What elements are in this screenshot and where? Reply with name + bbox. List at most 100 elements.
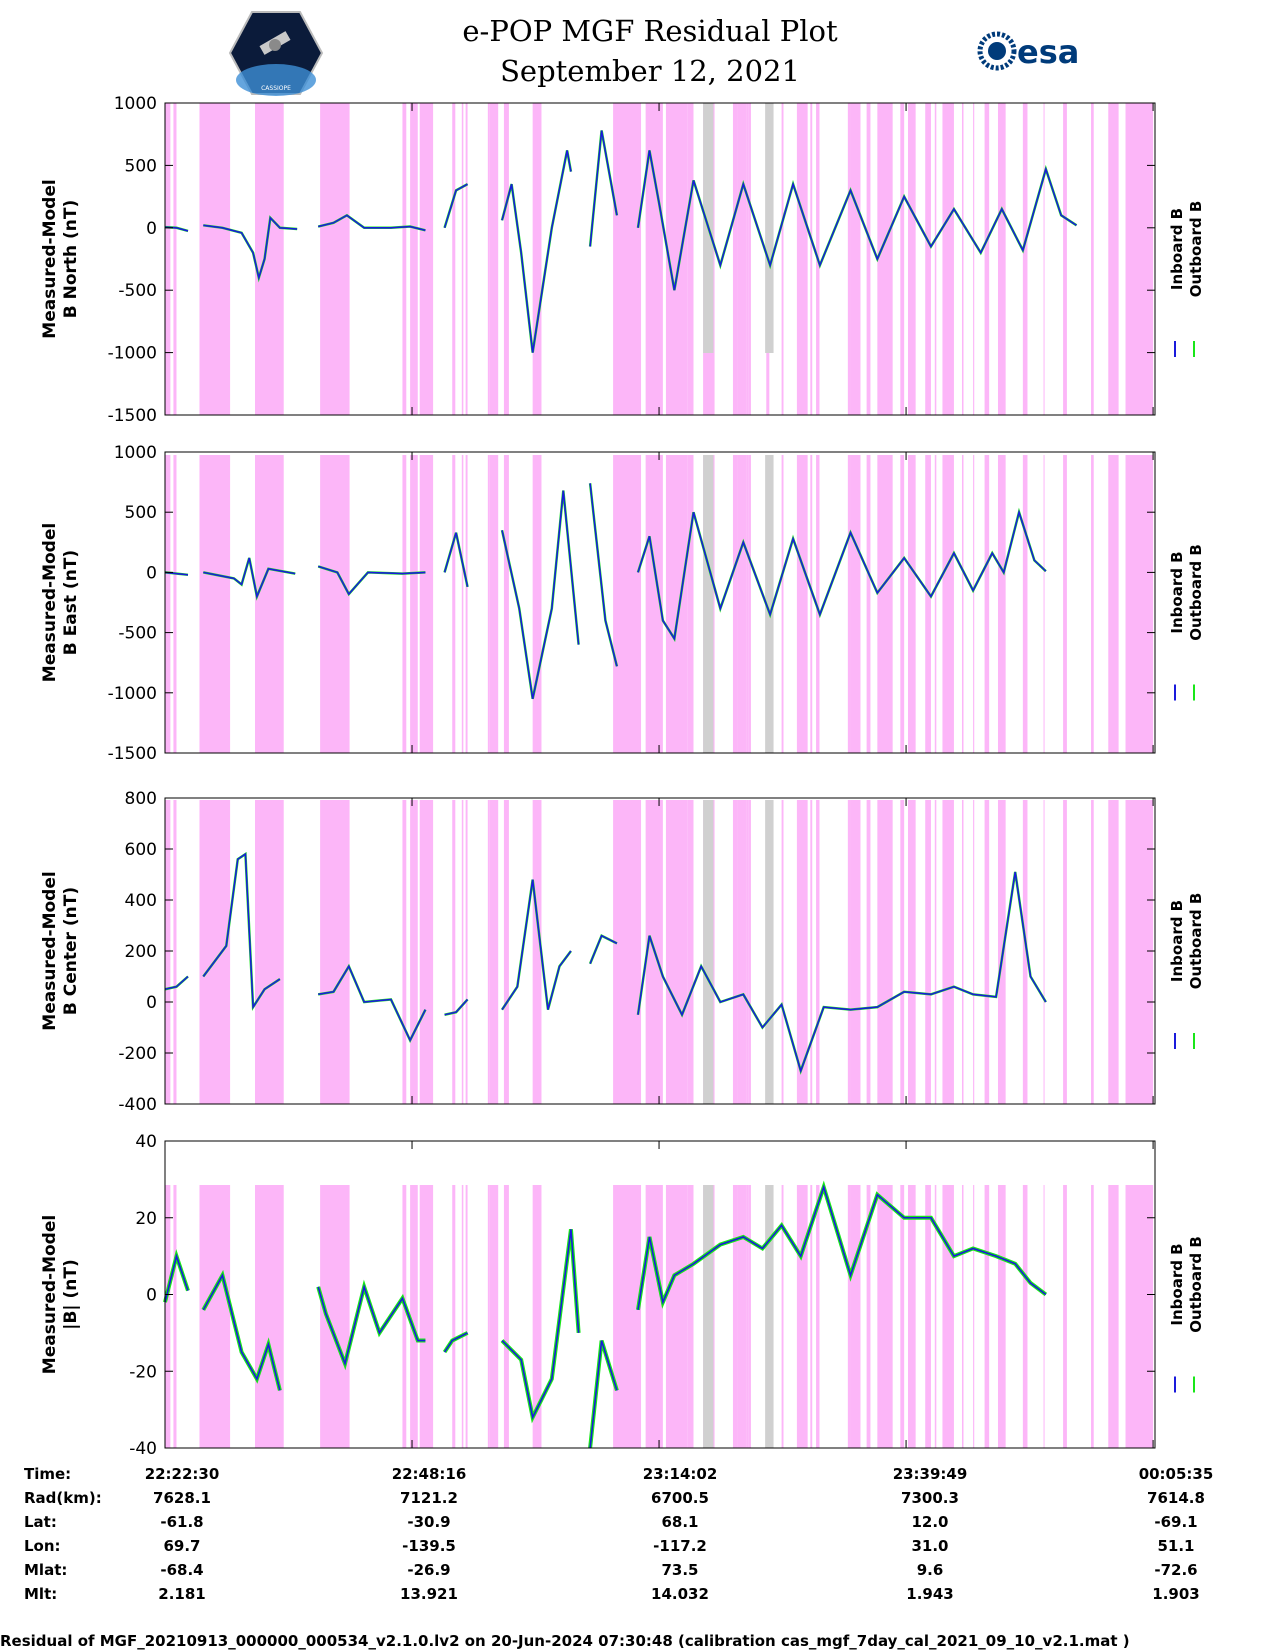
outboard-series-line (588, 1339, 619, 1449)
y-tick-label: 500 (125, 503, 157, 523)
y-tick-label: 600 (125, 840, 157, 860)
flag-band (503, 455, 509, 753)
y-tick-label: 0 (146, 219, 157, 239)
flag-band (419, 455, 434, 753)
orbit-cell: 68.1 (661, 1513, 699, 1531)
flag-band (465, 455, 468, 753)
flag-band (1022, 455, 1028, 753)
flag-band (687, 103, 694, 415)
flag-band (942, 455, 954, 753)
outboard-series-line (588, 933, 618, 965)
inboard-series-line (589, 934, 618, 965)
flag-band (165, 103, 171, 415)
inboard-series-line (318, 214, 426, 232)
flag-band (907, 103, 916, 415)
y-tick-label: 800 (125, 789, 157, 809)
y-tick-label: -1500 (108, 406, 157, 426)
flag-band (402, 455, 407, 753)
flag-band (199, 455, 231, 753)
orbit-cell: 13.921 (400, 1585, 458, 1603)
inboard-series-line (637, 150, 1077, 291)
flag-band (737, 455, 747, 753)
flag-band (1091, 103, 1094, 415)
flag-band (1065, 455, 1067, 753)
flag-band (816, 1185, 820, 1448)
flag-band (746, 103, 749, 415)
inboard-series-line (318, 964, 427, 1043)
inboard-series-line (443, 532, 469, 588)
flag-band (925, 455, 931, 753)
y-axis-label: Measured-ModelB Center (nT) (40, 871, 81, 1030)
y-tick-label: 1000 (114, 94, 157, 114)
y-tick-label: -40 (129, 1439, 157, 1459)
flag-band (732, 103, 738, 415)
outboard-series-line (588, 130, 619, 247)
flag-band (796, 800, 808, 1104)
legend: Inboard BOutboard B (1168, 201, 1205, 298)
orbit-row-label: Lat: (24, 1513, 57, 1531)
flag-band (320, 800, 350, 1104)
flag-band (199, 103, 231, 415)
flag-band (748, 1185, 751, 1448)
flag-band (461, 103, 464, 415)
flag-band (877, 1185, 893, 1448)
legend: Inboard BOutboard B (1168, 544, 1205, 641)
flag-band (737, 103, 747, 415)
inboard-series-line (501, 1229, 580, 1420)
legend: Inboard BOutboard B (1168, 1236, 1205, 1333)
y-tick-label: -1000 (108, 684, 157, 704)
svg-text:esa: esa (1017, 33, 1079, 71)
flag-band (934, 455, 937, 753)
flag-band (402, 1185, 407, 1448)
y-tick-label: -500 (118, 281, 157, 301)
flag-band (746, 455, 749, 753)
flag-band (165, 455, 171, 753)
flag-band (997, 103, 1006, 415)
flag-band (942, 1185, 954, 1448)
flag-band (847, 455, 851, 753)
flag-band (1108, 103, 1119, 415)
flag-band (487, 800, 490, 1104)
flag-band (665, 103, 688, 415)
flag-band (796, 103, 808, 415)
orbit-cell: 1.903 (1152, 1585, 1200, 1603)
flag-band (781, 1185, 784, 1448)
flag-band (961, 455, 964, 753)
flag-band (503, 1185, 509, 1448)
inboard-series-line (202, 1273, 281, 1391)
flag-band (732, 455, 738, 753)
flag-band (810, 455, 813, 753)
orbit-cell: 22:48:16 (391, 1465, 467, 1483)
gray-band (765, 455, 774, 753)
gray-band (765, 800, 774, 1104)
flag-band (1043, 455, 1045, 753)
orbit-cell: -69.1 (1154, 1513, 1198, 1531)
gray-band (765, 103, 774, 353)
orbit-row-label: Mlt: (24, 1585, 58, 1603)
y-tick-label: -20 (129, 1362, 157, 1382)
flag-band (410, 455, 418, 753)
flag-band (173, 103, 177, 415)
flag-band (907, 800, 916, 1104)
flag-band (942, 103, 954, 415)
y-tick-label: -500 (118, 624, 157, 644)
flag-band (732, 1185, 738, 1448)
flag-band (532, 455, 542, 753)
flag-band (732, 800, 738, 1104)
flag-band (503, 800, 509, 1104)
flag-band (165, 1185, 171, 1448)
flag-band (1125, 455, 1154, 753)
orbit-cell: 14.032 (651, 1585, 709, 1603)
flag-band (487, 1185, 490, 1448)
orbit-cell: 1.943 (906, 1585, 954, 1603)
flag-band (419, 1185, 434, 1448)
inboard-series-line (501, 490, 580, 699)
flag-band (255, 103, 284, 415)
outboard-series-line (442, 1331, 469, 1354)
flag-band (973, 800, 975, 1104)
flag-band (173, 455, 177, 753)
y-tick-label: 0 (146, 563, 157, 583)
orbit-cell: 6700.5 (651, 1489, 709, 1507)
flag-band (1125, 103, 1154, 415)
